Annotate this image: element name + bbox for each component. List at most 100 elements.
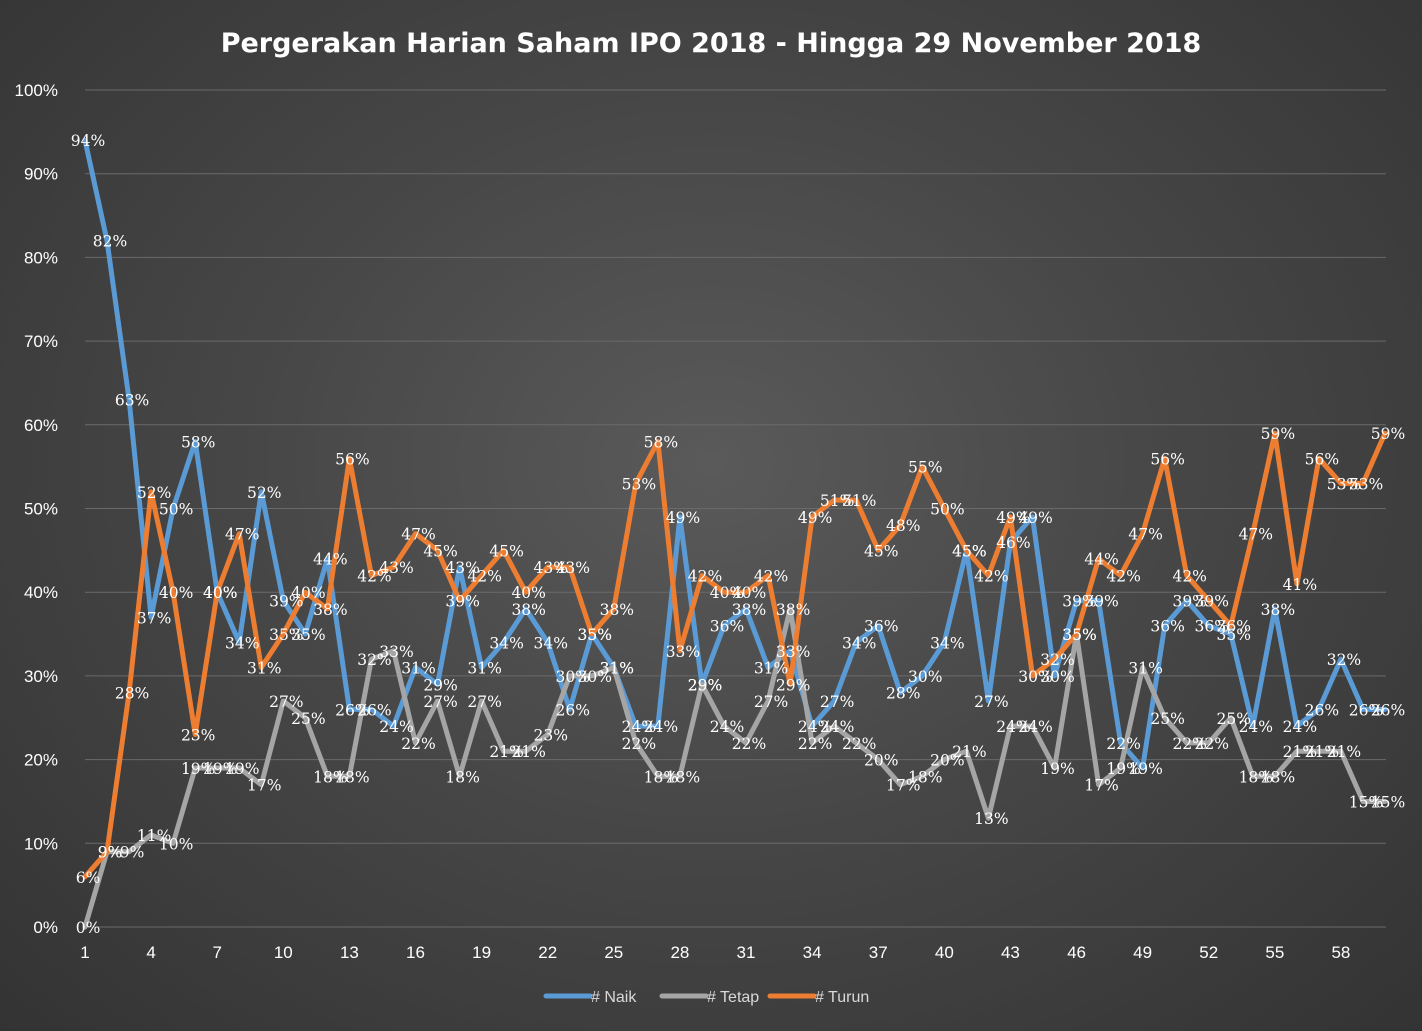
data-label-tetap: 15% xyxy=(1371,793,1405,811)
data-label-naik: 28% xyxy=(886,685,920,703)
data-label-tetap: 19% xyxy=(225,760,259,778)
data-label-tetap: 25% xyxy=(1217,710,1251,728)
data-label-tetap: 21% xyxy=(1327,743,1361,761)
x-tick-label: 52 xyxy=(1199,943,1218,962)
data-label-turun: 39% xyxy=(445,593,479,611)
data-label-tetap: 31% xyxy=(600,660,634,678)
data-label-naik: 46% xyxy=(996,534,1030,552)
data-label-tetap: 17% xyxy=(1084,777,1118,795)
data-label-turun: 56% xyxy=(335,450,369,468)
x-tick-label: 25 xyxy=(604,943,623,962)
x-tick-label: 58 xyxy=(1331,943,1350,962)
data-label-turun: 53% xyxy=(1349,475,1383,493)
data-label-turun: 28% xyxy=(115,685,149,703)
data-label-turun: 45% xyxy=(423,542,457,560)
series-lines xyxy=(82,137,1388,930)
data-label-tetap: 20% xyxy=(864,752,898,770)
x-tick-label: 7 xyxy=(212,943,221,962)
data-labels: 94%82%63%37%50%58%40%34%52%39%35%44%26%2… xyxy=(71,132,1405,937)
data-label-turun: 49% xyxy=(798,509,832,527)
data-label-tetap: 9% xyxy=(98,844,123,862)
data-label-tetap: 18% xyxy=(313,768,347,786)
data-label-naik: 31% xyxy=(467,660,501,678)
data-label-tetap: 19% xyxy=(181,760,215,778)
data-label-tetap: 9% xyxy=(120,844,145,862)
data-label-tetap: 18% xyxy=(1261,768,1295,786)
data-label-turun: 9% xyxy=(98,844,123,862)
data-label-turun: 53% xyxy=(1327,475,1361,493)
data-label-turun: 43% xyxy=(379,559,413,577)
x-tick-label: 19 xyxy=(472,943,491,962)
data-label-naik: 35% xyxy=(1217,626,1251,644)
data-label-turun: 42% xyxy=(688,567,722,585)
data-label-naik: 45% xyxy=(952,542,986,560)
data-label-naik: 30% xyxy=(1040,668,1074,686)
data-label-naik: 34% xyxy=(930,634,964,652)
data-label-naik: 44% xyxy=(313,551,347,569)
data-label-turun: 40% xyxy=(710,584,744,602)
data-label-naik: 34% xyxy=(225,634,259,652)
data-label-tetap: 21% xyxy=(1283,743,1317,761)
data-label-naik: 40% xyxy=(203,584,237,602)
data-label-naik: 24% xyxy=(644,718,678,736)
data-label-turun: 45% xyxy=(952,542,986,560)
data-label-tetap: 10% xyxy=(159,835,193,853)
x-tick-label: 46 xyxy=(1067,943,1086,962)
x-tick-label: 34 xyxy=(803,943,822,962)
data-label-turun: 41% xyxy=(1283,576,1317,594)
data-label-naik: 34% xyxy=(842,634,876,652)
y-tick-label: 40% xyxy=(24,583,58,602)
chart-title: Pergerakan Harian Saham IPO 2018 - Hingg… xyxy=(221,28,1202,59)
data-label-tetap: 19% xyxy=(1106,760,1140,778)
y-tick-label: 10% xyxy=(24,834,58,853)
data-label-tetap: 32% xyxy=(357,651,391,669)
data-label-tetap: 18% xyxy=(1239,768,1273,786)
data-label-turun: 48% xyxy=(886,517,920,535)
data-label-naik: 26% xyxy=(556,701,590,719)
data-label-turun: 40% xyxy=(291,584,325,602)
series-line-naik xyxy=(82,137,1388,771)
data-label-turun: 58% xyxy=(644,434,678,452)
y-tick-label: 60% xyxy=(24,416,58,435)
data-label-naik: 63% xyxy=(115,392,149,410)
data-label-turun: 44% xyxy=(1084,551,1118,569)
data-label-tetap: 22% xyxy=(401,735,435,753)
data-label-turun: 33% xyxy=(666,643,700,661)
data-label-tetap: 18% xyxy=(335,768,369,786)
data-label-turun: 59% xyxy=(1261,425,1295,443)
data-label-tetap: 25% xyxy=(1150,710,1184,728)
data-label-naik: 38% xyxy=(732,601,766,619)
data-label-naik: 24% xyxy=(798,718,832,736)
data-label-naik: 24% xyxy=(622,718,656,736)
series-line-tetap xyxy=(82,606,1388,930)
data-label-tetap: 24% xyxy=(710,718,744,736)
data-label-naik: 38% xyxy=(1261,601,1295,619)
data-label-tetap: 33% xyxy=(379,643,413,661)
data-label-tetap: 21% xyxy=(511,743,545,761)
data-label-turun: 47% xyxy=(1128,526,1162,544)
data-label-tetap: 22% xyxy=(1195,735,1229,753)
data-label-tetap: 20% xyxy=(930,752,964,770)
data-label-naik: 58% xyxy=(181,434,215,452)
legend-label-tetap: # Tetap xyxy=(707,989,759,1006)
y-tick-label: 50% xyxy=(24,500,58,519)
data-label-turun: 45% xyxy=(864,542,898,560)
data-label-turun: 31% xyxy=(247,660,281,678)
data-label-naik: 26% xyxy=(335,701,369,719)
axes: 0% 10% 20% 30% 40% 50% 60% 70% 80% 90% 100% 1 4 7 10 13… xyxy=(15,81,1351,962)
series-line-turun xyxy=(82,430,1388,880)
gridlines xyxy=(85,89,1386,928)
data-label-tetap: 17% xyxy=(886,777,920,795)
data-label-naik: 30% xyxy=(908,668,942,686)
x-tick-label: 28 xyxy=(670,943,689,962)
data-label-tetap: 11% xyxy=(137,827,171,845)
data-label-turun: 47% xyxy=(401,526,435,544)
y-tick-label: 20% xyxy=(24,751,58,770)
data-label-naik: 52% xyxy=(247,484,281,502)
data-label-tetap: 31% xyxy=(1128,660,1162,678)
x-tick-label: 40 xyxy=(935,943,954,962)
x-tick-label: 4 xyxy=(146,943,155,962)
data-label-turun: 55% xyxy=(908,459,942,477)
data-label-naik: 26% xyxy=(1305,701,1339,719)
x-tick-label: 13 xyxy=(340,943,359,962)
